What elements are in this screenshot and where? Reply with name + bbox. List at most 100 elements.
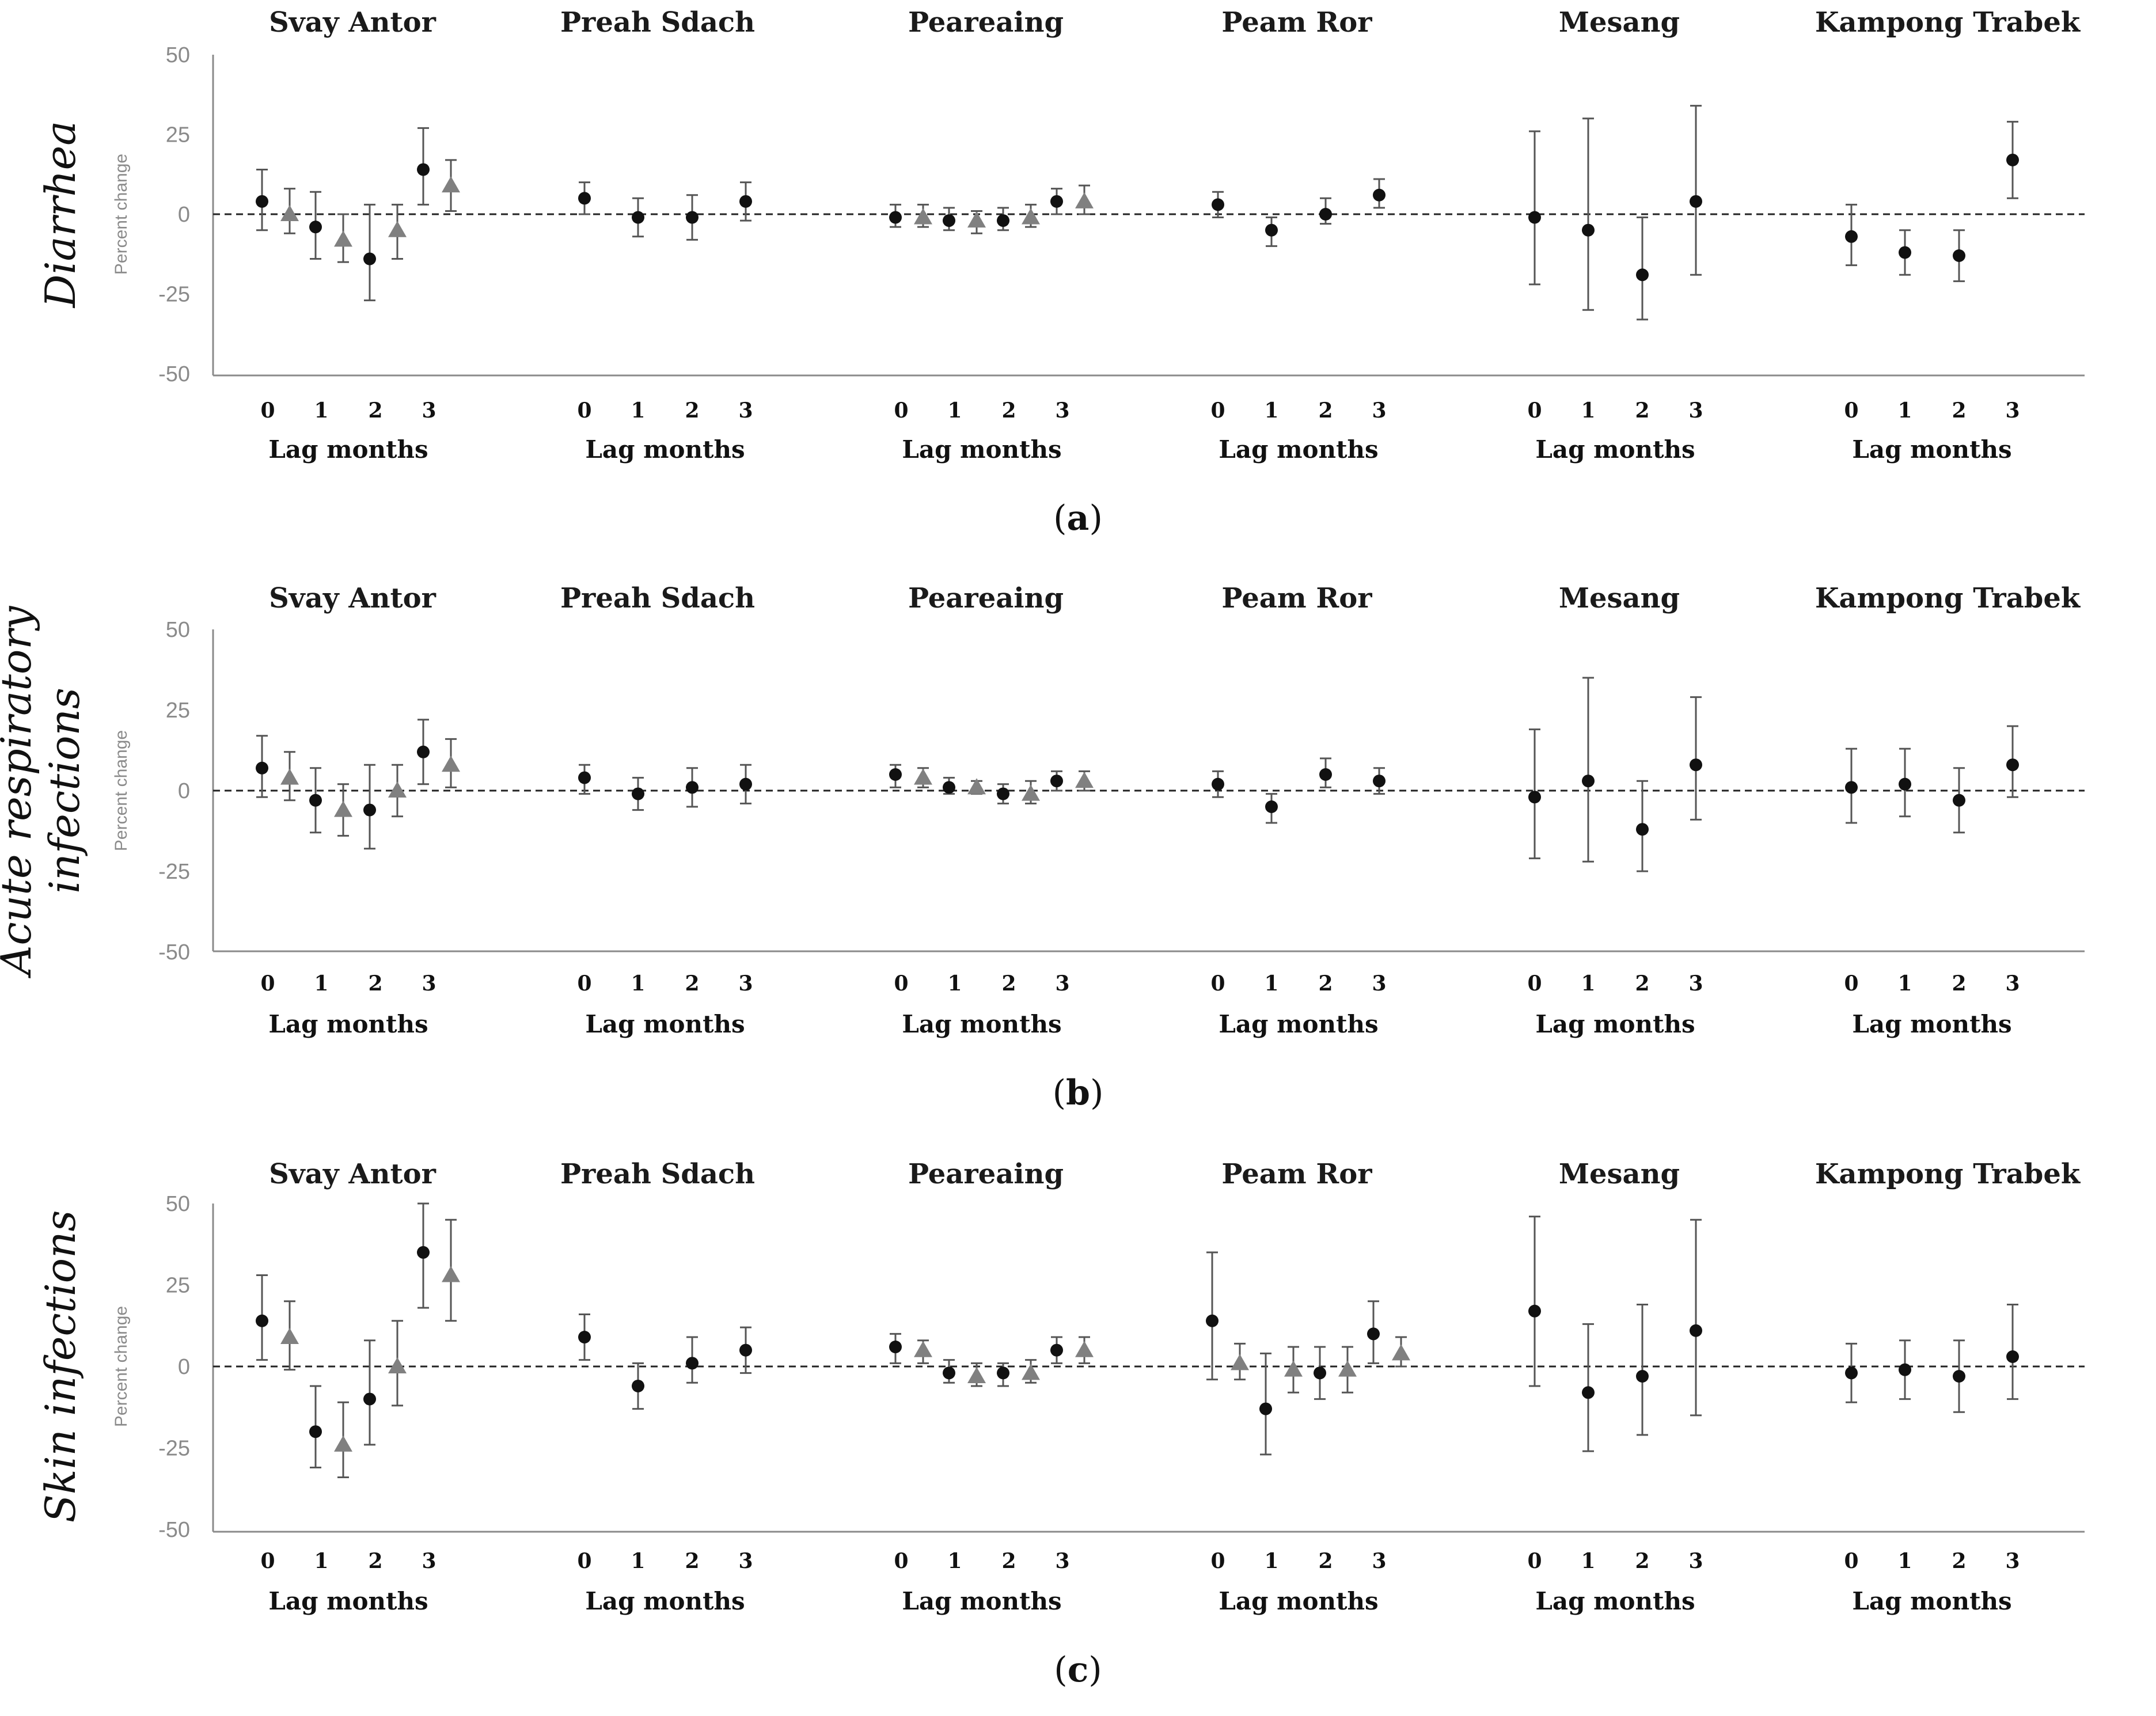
x-tick-label: 2 [1952, 1549, 1966, 1573]
panel-b: 50 25 0 -25 -50 Percent change Acute respirato… [0, 582, 2085, 1113]
site-group: Preah Sdach 0 1 2 3 Lag months [560, 582, 755, 1038]
circle-point [363, 803, 376, 817]
site-title: Kampong Trabek [1815, 1158, 2081, 1190]
x-tick-label: 1 [1897, 398, 1912, 423]
x-tick-label: 3 [2005, 1549, 2020, 1573]
x-tick-label: 3 [1688, 971, 1703, 996]
circle-point [2006, 153, 2019, 166]
triangle-point [1022, 208, 1040, 225]
circle-point [256, 761, 268, 775]
circle-point [1265, 800, 1278, 813]
site-title: Mesang [1559, 582, 1680, 614]
y-tick-label: 50 [166, 618, 190, 642]
x-axis-label: Lag months [1219, 1587, 1378, 1615]
x-tick-label: 0 [1527, 971, 1542, 996]
y-tick-label: -50 [158, 1518, 190, 1542]
circle-point [1373, 775, 1386, 788]
x-tick-label: 1 [1581, 1549, 1595, 1573]
circle-point [1259, 1402, 1272, 1415]
x-tick-label: 0 [1527, 1549, 1542, 1573]
circle-point [363, 1392, 376, 1406]
panel-label-letter: b [1066, 1073, 1090, 1113]
x-tick-label: 3 [738, 971, 753, 996]
circle-point [889, 211, 902, 224]
triangle-point [388, 781, 407, 798]
x-tick-label: 1 [1264, 971, 1278, 996]
y-axis-label-small: Percent change [112, 1306, 131, 1427]
y-tick-label: -25 [158, 1437, 190, 1461]
site-title: Kampong Trabek [1815, 582, 2081, 614]
circle-point [1953, 249, 1965, 263]
circle-point [1528, 1304, 1541, 1318]
triangle-point [334, 800, 352, 817]
circle-point [1953, 794, 1965, 807]
x-tick-label: 0 [1844, 971, 1858, 996]
circle-point [256, 1314, 268, 1327]
circle-point [1319, 768, 1332, 781]
x-tick-label: 3 [2005, 398, 2020, 423]
site-group: Mesang 0 1 2 3 Lag months [1527, 6, 1703, 464]
circle-point [686, 211, 699, 224]
x-tick-label: 3 [1055, 971, 1069, 996]
x-tick-label: 2 [1318, 398, 1333, 423]
triangle-point [914, 208, 932, 225]
site-group: Peam Ror 0 1 2 3 Lag months [1210, 6, 1386, 464]
triangle-point [280, 1328, 299, 1345]
y-tick-label: 25 [166, 123, 190, 147]
circle-point [256, 195, 268, 208]
site-group: Peareaing 0 1 2 3 Lag months [889, 582, 1094, 1038]
x-tick-label: 0 [894, 1549, 908, 1573]
circle-point [1582, 775, 1595, 788]
x-tick-label: 0 [577, 398, 591, 423]
circle-point [1582, 223, 1595, 237]
x-tick-label: 2 [685, 398, 699, 423]
circle-point [309, 794, 322, 807]
x-tick-label: 2 [685, 971, 699, 996]
circle-point [1845, 1366, 1858, 1380]
x-tick-label: 1 [1581, 398, 1595, 423]
y-axis-label-line: Acute respiratory [0, 605, 40, 978]
x-tick-label: 0 [260, 971, 275, 996]
x-axis-label: Lag months [1852, 1587, 2011, 1615]
site-group: Svay Antor 0 1 2 3 Lag months [256, 582, 460, 1038]
site-group: Kampong Trabek 0 1 2 3 Lag months [1815, 6, 2081, 464]
y-tick-label: 0 [178, 203, 190, 227]
x-tick-label: 0 [577, 971, 591, 996]
panel-label-close: ) [1088, 1650, 1102, 1690]
circle-point [1314, 1366, 1326, 1380]
circle-point [739, 195, 752, 208]
y-tick-label: -50 [158, 362, 190, 386]
y-axis-label: Acute respiratory infections [0, 605, 89, 978]
circle-point [1690, 758, 1702, 772]
site-group: Mesang 0 1 2 3 Lag months [1527, 1158, 1703, 1615]
triangle-point [442, 1266, 460, 1282]
y-tick-label: 0 [178, 779, 190, 803]
x-axis-label: Lag months [1852, 435, 2011, 464]
site-group: Svay Antor 0 1 2 3 Lag months [256, 6, 460, 464]
circle-point [1582, 1386, 1595, 1399]
x-axis-label: Lag months [1219, 1010, 1378, 1038]
x-tick-label: 2 [1952, 398, 1966, 423]
x-tick-label: 1 [947, 1549, 962, 1573]
site-group: Preah Sdach 0 1 2 3 Lag months [560, 6, 755, 464]
site-group: Peareaing 0 1 2 3 Lag months [889, 6, 1094, 464]
panel-label: (c) [1054, 1650, 1102, 1690]
x-tick-label: 3 [2005, 971, 2020, 996]
x-tick-label: 0 [894, 398, 908, 423]
triangle-point [280, 205, 299, 221]
x-tick-label: 2 [1635, 1549, 1649, 1573]
panel-label-close: ) [1089, 498, 1102, 538]
circle-point [1636, 1369, 1649, 1383]
x-tick-label: 0 [1210, 971, 1225, 996]
panel-label-open: ( [1054, 1650, 1067, 1690]
x-tick-label: 0 [1844, 1549, 1858, 1573]
x-axis-label: Lag months [902, 1010, 1061, 1038]
x-tick-label: 3 [1055, 398, 1069, 423]
panel-label-letter: a [1067, 498, 1090, 538]
circle-point [1050, 775, 1063, 788]
circle-point [578, 1331, 591, 1344]
circle-point [943, 214, 955, 227]
x-tick-label: 2 [1635, 971, 1649, 996]
circle-point [889, 1341, 902, 1354]
